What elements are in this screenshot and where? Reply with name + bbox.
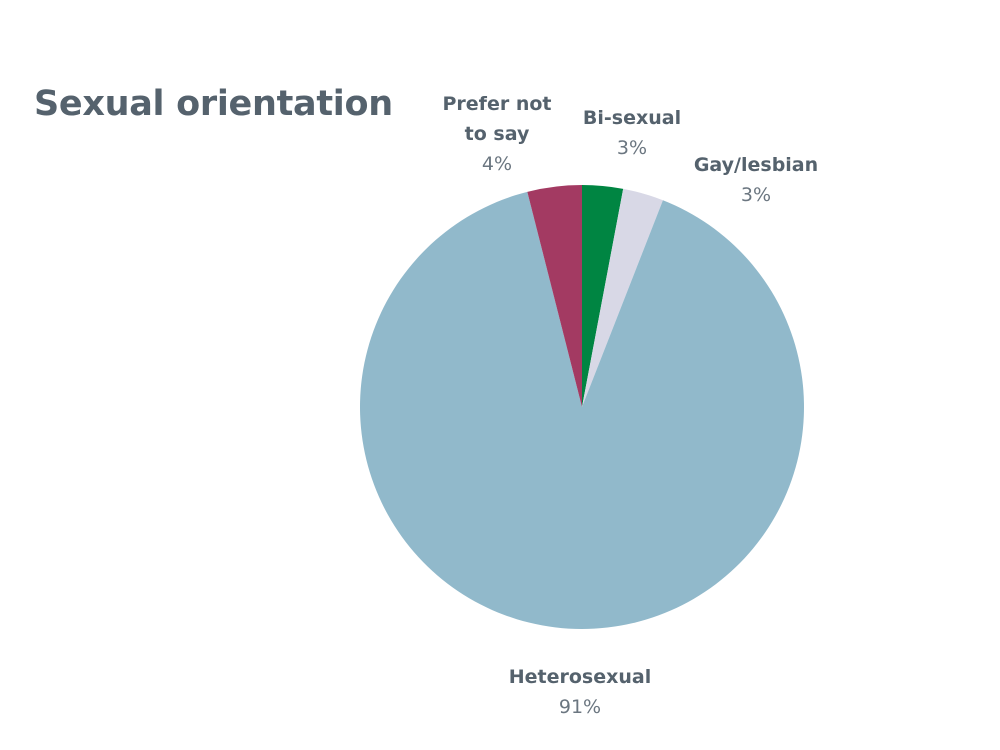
pie-slice-bi-sexual — [582, 185, 624, 407]
slice-label-bi-sexual: Bi-sexual 3% — [583, 107, 681, 159]
pie-slice-prefer-not-to-say — [527, 185, 582, 407]
slice-name-text: to say — [465, 123, 530, 145]
slice-value-text: 3% — [741, 184, 771, 206]
pie-slices — [359, 185, 804, 630]
chart-title: Sexual orientation — [34, 84, 393, 124]
slice-label-prefer-not-to-say: Prefer not to say 4% — [443, 93, 552, 175]
pie-slice-heterosexual — [359, 191, 804, 630]
pie-labels: Bi-sexual 3% Gay/lesbian 3% Heterosexual 91% P… — [443, 93, 819, 718]
pie-slice-gay-lesbian — [582, 188, 663, 407]
slice-name-text: Prefer not — [443, 93, 552, 115]
slice-label-heterosexual: Heterosexual 91% — [509, 666, 652, 718]
slice-value-text: 4% — [482, 153, 512, 175]
slice-label-gay-lesbian: Gay/lesbian 3% — [694, 154, 818, 206]
slice-name-text: Heterosexual — [509, 666, 652, 688]
slice-value-text: 91% — [559, 696, 601, 718]
slice-name-text: Bi-sexual — [583, 107, 681, 129]
slice-name-text: Gay/lesbian — [694, 154, 818, 176]
slice-value-text: 3% — [617, 137, 647, 159]
